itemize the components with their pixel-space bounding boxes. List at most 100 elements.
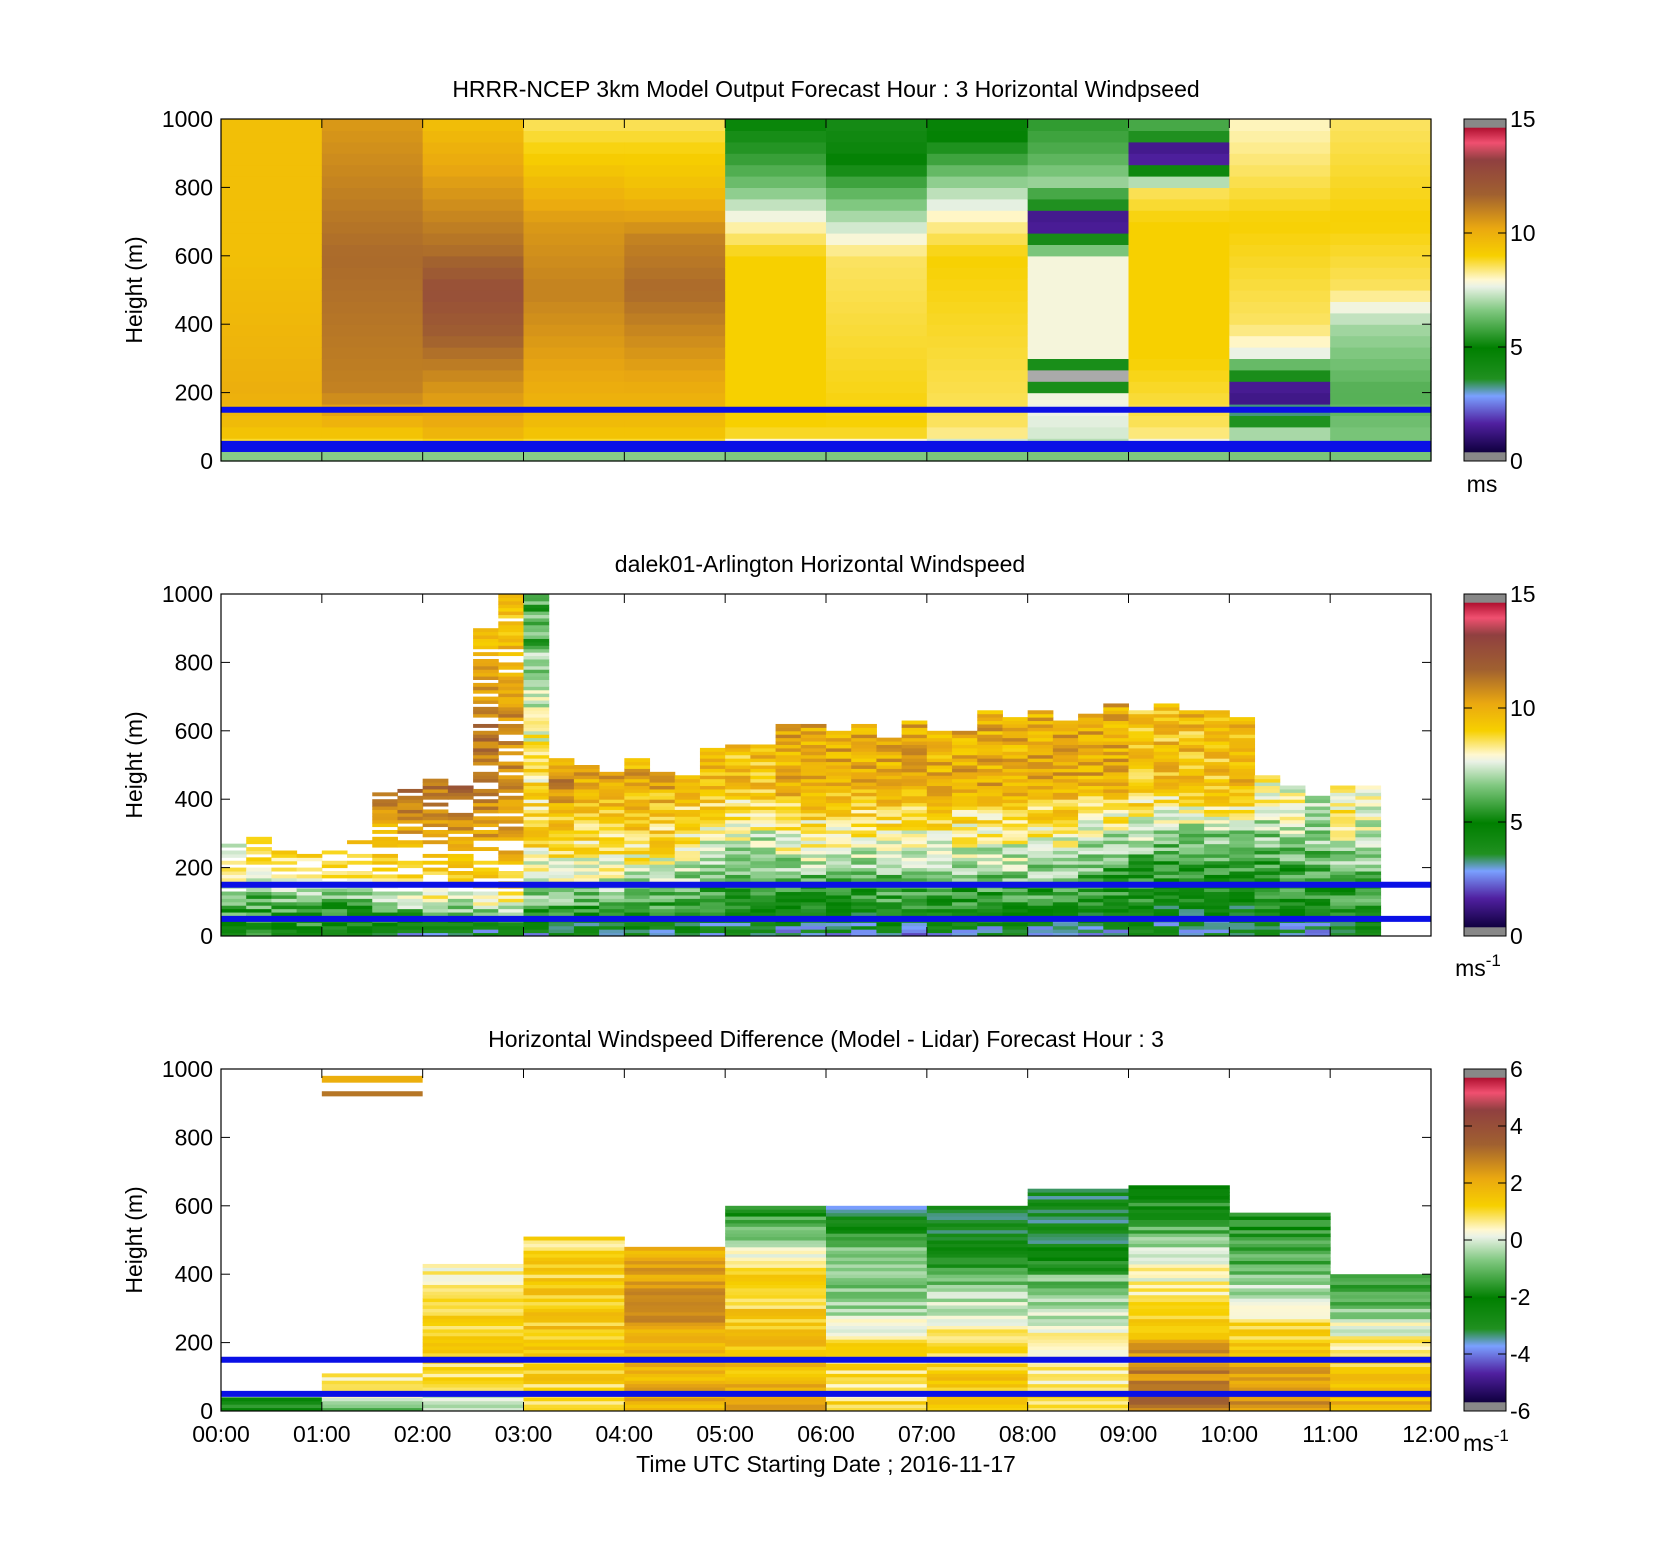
heatmap-cell	[523, 730, 550, 735]
heatmap-cell	[523, 621, 550, 626]
heatmap-cell	[498, 905, 524, 910]
heatmap-cell	[1229, 932, 1256, 937]
heatmap-cell	[1027, 1325, 1129, 1330]
heatmap-cell	[473, 706, 499, 711]
heatmap-cell	[1027, 847, 1054, 851]
heatmap-cell	[422, 1335, 524, 1340]
heatmap-cell	[473, 737, 499, 742]
heatmap-cell	[926, 153, 1029, 166]
heatmap-cell	[624, 1304, 726, 1309]
heatmap-cell	[1052, 751, 1079, 756]
heatmap-cell	[1254, 812, 1281, 817]
heatmap-cell	[422, 888, 449, 893]
heatmap-cell	[523, 614, 550, 619]
panel-lidar-unit-sup: -1	[1486, 951, 1501, 970]
heatmap-cell	[1027, 871, 1054, 875]
heatmap-cell	[321, 888, 348, 893]
heatmap-cell	[1229, 833, 1256, 838]
heatmap-cell	[1128, 741, 1155, 745]
heatmap-cell	[1027, 335, 1130, 348]
heatmap-cell	[221, 324, 323, 337]
heatmap-cell	[926, 1298, 1029, 1303]
heatmap-cell	[1355, 799, 1382, 804]
heatmap-cell	[750, 829, 777, 834]
heatmap-cell	[1229, 847, 1256, 851]
heatmap-cell	[1027, 301, 1130, 314]
heatmap-cell	[826, 1349, 928, 1354]
heatmap-cell	[952, 860, 978, 865]
heatmap-cell	[1330, 1318, 1432, 1323]
heatmap-cell	[775, 929, 802, 934]
heatmap-cell	[422, 1383, 524, 1388]
heatmap-cell	[1279, 932, 1306, 937]
heatmap-cell	[473, 806, 499, 810]
heatmap-cell	[1002, 812, 1029, 817]
heatmap-cell	[851, 751, 877, 756]
heatmap-cell	[1355, 819, 1382, 824]
heatmap-cell	[1128, 922, 1155, 927]
heatmap-cell	[624, 1387, 726, 1391]
heatmap-cell	[624, 1363, 726, 1368]
heatmap-cell	[473, 665, 499, 670]
heatmap-cell	[1330, 1373, 1432, 1378]
heatmap-cell	[926, 1209, 1029, 1214]
heatmap-cell	[826, 381, 928, 394]
heatmap-cell	[1052, 829, 1079, 834]
heatmap-cell	[1078, 812, 1104, 817]
heatmap-cell	[1254, 823, 1281, 828]
heatmap-cell	[1178, 932, 1205, 937]
heatmap-cell	[649, 847, 676, 851]
panel-model-x-ticks	[220, 119, 1432, 461]
heatmap-cell	[901, 905, 928, 910]
heatmap-cell	[725, 221, 827, 234]
heatmap-cell	[725, 765, 751, 769]
heatmap-cell	[649, 785, 676, 790]
heatmap-cell	[498, 703, 524, 708]
heatmap-cell	[397, 806, 424, 810]
heatmap-cell	[523, 641, 550, 646]
heatmap-cell	[1204, 744, 1230, 749]
heatmap-cell	[699, 860, 726, 865]
heatmap-cell	[1330, 912, 1356, 916]
heatmap-cell	[750, 816, 777, 821]
heatmap-cell	[1304, 857, 1331, 862]
heatmap-cell	[624, 908, 651, 913]
heatmap-cell	[271, 912, 298, 916]
heatmap-cell	[826, 324, 928, 337]
heatmap-cell	[926, 1325, 1029, 1330]
heatmap-cell	[624, 1281, 726, 1285]
heatmap-cell	[1330, 153, 1432, 166]
heatmap-cell	[321, 233, 424, 245]
heatmap-cell	[750, 867, 777, 872]
heatmap-cell	[952, 867, 978, 872]
heatmap-cell	[347, 874, 373, 879]
heatmap-cell	[1128, 747, 1155, 752]
heatmap-cell	[775, 867, 802, 872]
heatmap-cell	[1279, 925, 1306, 930]
heatmap-cell	[649, 802, 676, 807]
heatmap-cell	[498, 802, 524, 807]
heatmap-cell	[1178, 925, 1205, 930]
heatmap-cell	[1128, 1335, 1230, 1340]
heatmap-cell	[1204, 932, 1230, 937]
heatmap-cell	[321, 369, 424, 382]
heatmap-cell	[851, 925, 877, 930]
heatmap-cell	[1229, 1270, 1331, 1275]
heatmap-cell	[952, 778, 978, 783]
heatmap-cell	[624, 867, 651, 872]
heatmap-cell	[321, 198, 424, 211]
heatmap-cell	[498, 871, 524, 875]
heatmap-cell	[750, 802, 777, 807]
heatmap-cell	[1330, 929, 1356, 934]
heatmap-cell	[1128, 130, 1230, 143]
heatmap-cell	[1254, 802, 1281, 807]
heatmap-cell	[498, 706, 524, 711]
heatmap-cell	[498, 676, 524, 680]
heatmap-cell	[977, 795, 1003, 800]
heatmap-cell	[1002, 829, 1029, 834]
heatmap-cell	[952, 806, 978, 810]
heatmap-cell	[548, 922, 575, 927]
heatmap-cell	[775, 840, 802, 845]
y-tick-label: 800	[175, 1124, 213, 1150]
heatmap-cell	[674, 843, 701, 848]
